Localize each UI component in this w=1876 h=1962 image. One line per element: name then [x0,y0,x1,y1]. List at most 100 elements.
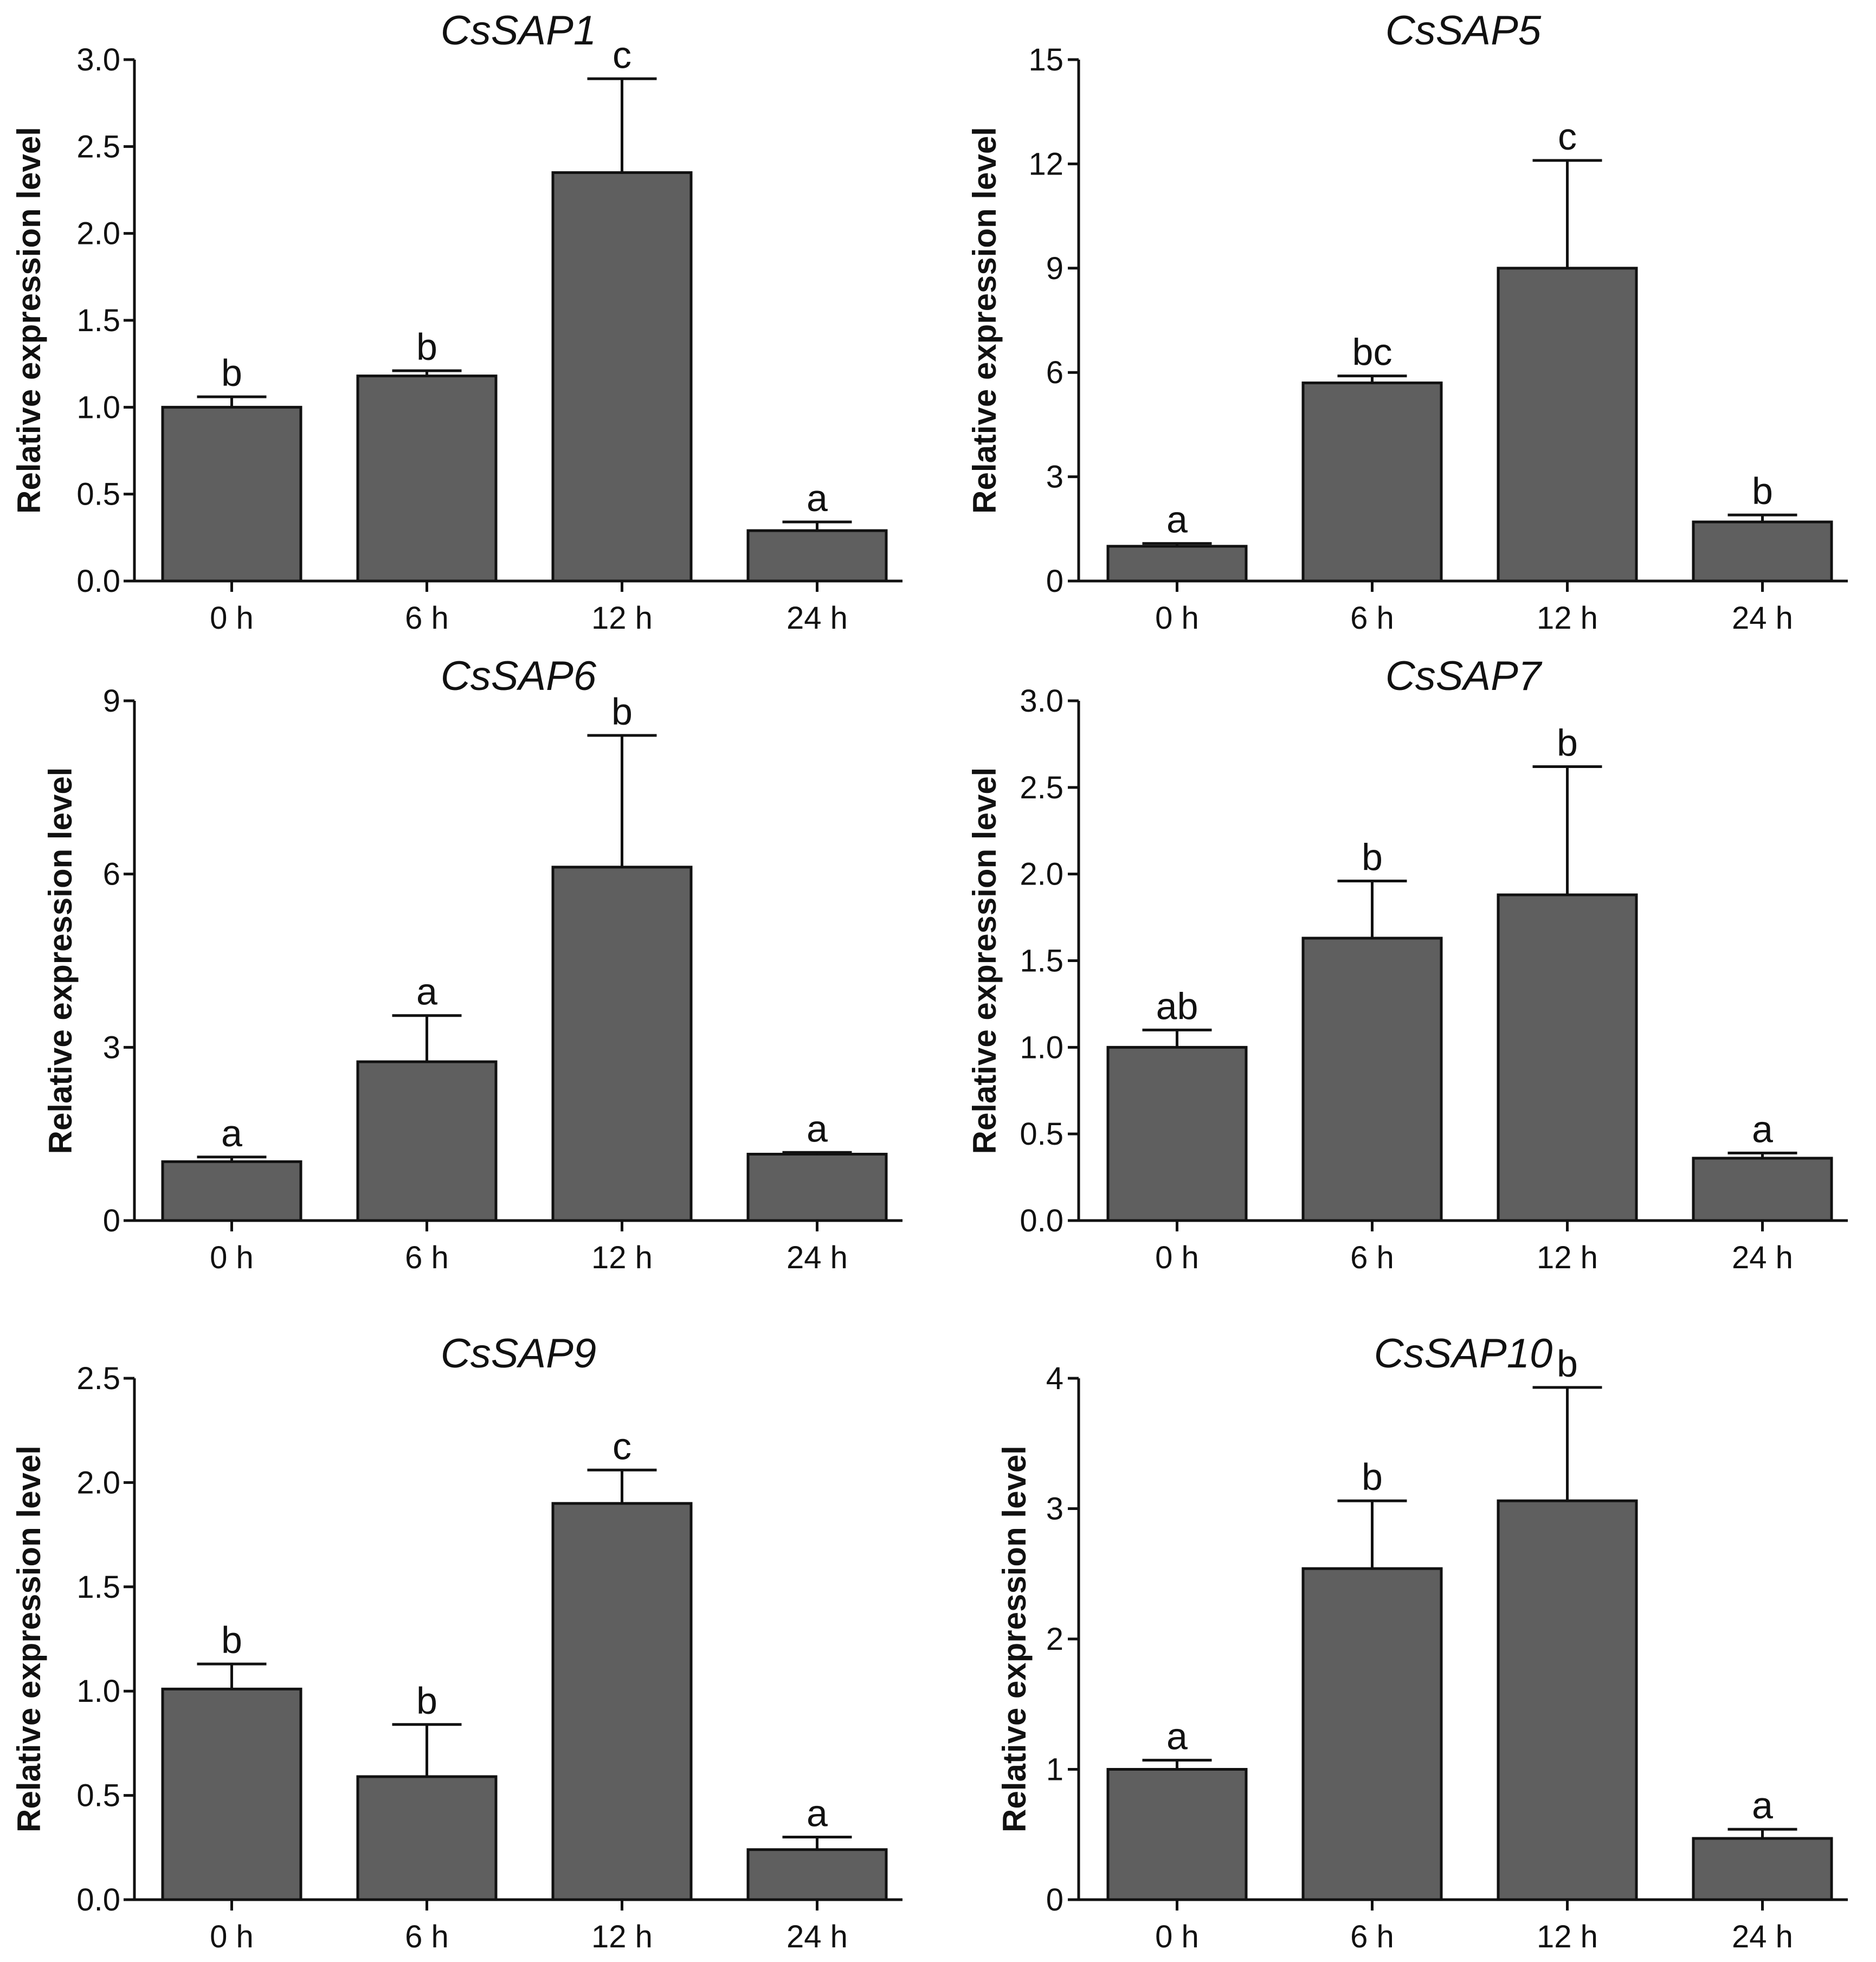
x-tick-label: 6 h [1350,1919,1394,1954]
chart-panel: CsSAP9 Relative expression level b 0 h b 6 h c… [11,1331,902,1954]
y-tick-label: 4 [1046,1361,1063,1396]
significance-letter: b [1557,1343,1578,1385]
bar [551,1502,693,1901]
y-axis-label: Relative expression level [966,767,1003,1154]
x-tick-label: 6 h [405,1240,449,1275]
y-tick-label: 9 [1046,251,1063,286]
x-tick-label: 24 h [1732,1919,1793,1954]
x-tick-label: 24 h [786,1919,848,1954]
significance-letter: a [1752,1108,1773,1150]
bar [551,866,693,1222]
y-tick-label: 1 [1046,1752,1063,1787]
y-tick-label: 3 [1046,1492,1063,1527]
y-tick-label: 12 [1028,146,1063,182]
x-tick-label: 12 h [1537,601,1598,636]
significance-letter: ab [1156,985,1198,1027]
bar [1692,1157,1833,1222]
significance-letter: a [416,971,437,1013]
y-tick-label: 3 [1046,460,1063,495]
x-tick-label: 24 h [786,1240,848,1275]
significance-letter: b [221,352,242,394]
y-tick-label: 6 [103,857,120,892]
significance-letter: c [613,1425,631,1467]
x-tick-label: 0 h [210,1240,254,1275]
y-axis-label: Relative expression level [966,127,1003,514]
y-tick-label: 1.0 [1020,1030,1063,1065]
chart-title: CsSAP1 [441,8,596,54]
bar [1301,1567,1443,1901]
bar [356,1775,498,1901]
bar [1106,545,1248,583]
y-tick-label: 0.0 [76,1882,120,1918]
x-tick-label: 0 h [1155,1919,1199,1954]
bar [1692,520,1833,583]
chart-panel: CsSAP1 Relative expression level b 0 h b 6 h c… [11,8,902,636]
y-tick-label: 2 [1046,1622,1063,1657]
x-tick-label: 12 h [591,1919,653,1954]
significance-letter: a [1752,1784,1773,1827]
bar [161,1160,302,1222]
chart-panel: CsSAP6 Relative expression level a 0 h a 6 h b… [42,653,902,1275]
chart-title: CsSAP6 [441,653,597,699]
significance-letter: b [1557,721,1578,764]
bar [1497,267,1638,583]
y-axis-label: Relative expression level [11,1445,47,1832]
significance-letter: b [1362,1456,1383,1498]
significance-letter: b [1752,470,1773,512]
y-axis-label: Relative expression level [996,1445,1033,1832]
x-tick-label: 0 h [1155,601,1199,636]
significance-letter: b [416,1680,437,1722]
y-tick-label: 0.5 [76,477,120,512]
bar [746,1848,888,1901]
x-tick-label: 0 h [210,601,254,636]
x-tick-label: 24 h [786,601,848,636]
y-tick-label: 0 [1046,564,1063,599]
y-tick-label: 1.0 [76,390,120,425]
bar [1692,1837,1833,1901]
y-tick-label: 3.0 [76,42,120,78]
y-tick-label: 2.0 [76,216,120,251]
significance-letter: a [807,477,828,519]
significance-letter: bc [1352,331,1393,373]
x-tick-label: 0 h [1155,1240,1199,1275]
bar [746,1152,888,1222]
bar [161,1687,302,1901]
bar [356,1060,498,1222]
y-tick-label: 0.0 [76,564,120,599]
bar [1497,893,1638,1222]
y-tick-label: 0.5 [1020,1116,1063,1152]
y-tick-label: 9 [103,683,120,719]
y-tick-label: 3.0 [1020,683,1063,719]
bar [161,405,302,583]
y-axis-label: Relative expression level [42,767,79,1154]
chart-title: CsSAP10 [1374,1331,1553,1377]
significance-letter: b [611,690,633,733]
x-tick-label: 6 h [1350,601,1394,636]
y-tick-label: 2.5 [1020,770,1063,805]
y-tick-label: 2.5 [76,129,120,164]
x-tick-label: 6 h [405,601,449,636]
y-tick-label: 2.0 [76,1465,120,1500]
bar [1301,381,1443,583]
chart-title: CsSAP5 [1385,8,1542,54]
y-tick-label: 15 [1028,42,1063,78]
y-tick-label: 1.5 [76,1570,120,1605]
bar [746,529,888,583]
y-tick-label: 6 [1046,355,1063,390]
chart-title: CsSAP7 [1385,653,1543,699]
chart-title: CsSAP9 [441,1331,596,1377]
y-tick-label: 1.5 [76,303,120,338]
x-tick-label: 0 h [210,1919,254,1954]
bar [1301,937,1443,1222]
chart-panel: CsSAP10 Relative expression level a 0 h b 6 h… [996,1331,1848,1954]
significance-letter: c [1558,115,1577,158]
y-tick-label: 2.5 [76,1361,120,1396]
bar [356,375,498,583]
x-tick-label: 12 h [1537,1919,1598,1954]
y-tick-label: 1.5 [1020,944,1063,979]
bar [1106,1768,1248,1901]
significance-letter: b [221,1619,242,1661]
